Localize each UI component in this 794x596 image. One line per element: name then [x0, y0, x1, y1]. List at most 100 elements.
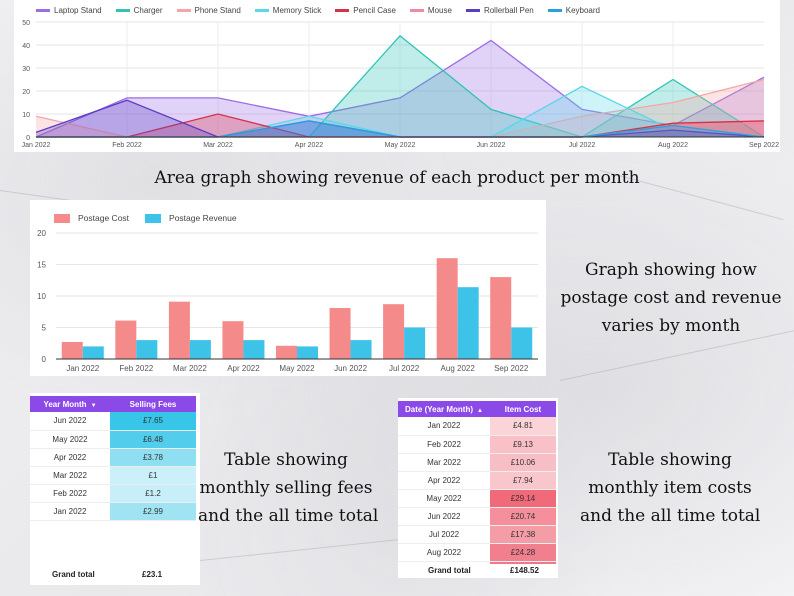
legend-item-postage-cost[interactable]: Postage Cost — [54, 213, 129, 223]
table-row[interactable]: Jan 2022 £4.81 — [398, 417, 556, 436]
legend-item-memory-stick[interactable]: Memory Stick — [254, 3, 322, 17]
table-row[interactable]: May 2022 £6.48 — [30, 430, 196, 449]
bar-postage-cost[interactable] — [61, 341, 83, 359]
table-row[interactable]: May 2022 £29.14 — [398, 489, 556, 508]
bar-postage-revenue[interactable] — [404, 327, 426, 360]
column-header-selling-fees[interactable]: Selling Fees — [110, 396, 196, 412]
bar-postage-revenue[interactable] — [82, 346, 104, 359]
y-tick-label: 15 — [37, 261, 46, 270]
bar-postage-revenue[interactable] — [136, 340, 158, 359]
column-header-year-month[interactable]: Year Month ▼ — [30, 396, 110, 412]
table-row[interactable]: Feb 2022 £1.2 — [30, 484, 196, 503]
month-cell: May 2022 — [398, 489, 490, 508]
bar-postage-cost[interactable] — [168, 301, 190, 359]
legend-swatch — [254, 8, 269, 12]
bar-postage-cost[interactable] — [490, 277, 512, 359]
table-row[interactable]: Jun 2022 £20.74 — [398, 507, 556, 526]
legend-label: Postage Revenue — [169, 213, 237, 223]
x-tick-label: Aug 2022 — [658, 142, 688, 149]
table-row[interactable]: Feb 2022 £9.13 — [398, 435, 556, 454]
table-row[interactable]: Jul 2022 £17.38 — [398, 525, 556, 544]
item-costs-table: Date (Year Month) ▲ Item Cost Jan 2022 £4.… — [398, 401, 556, 578]
month-cell: May 2022 — [30, 430, 110, 449]
legend-item-postage-revenue[interactable]: Postage Revenue — [145, 213, 237, 223]
column-header-date[interactable]: Date (Year Month) ▲ — [398, 401, 490, 417]
sort-desc-icon[interactable]: ▼ — [90, 402, 97, 409]
area-keyboard — [36, 120, 764, 137]
table-row[interactable]: Mar 2022 £10.06 — [398, 453, 556, 472]
value-cell: £1 — [110, 466, 196, 485]
area-phone-stand — [36, 79, 764, 137]
legend-label: Charger — [133, 5, 163, 15]
caption-line: Area graph showing revenue of each produ… — [154, 168, 640, 188]
month-cell: Aug 2022 — [398, 543, 490, 562]
legend-item-phone-stand[interactable]: Phone Stand — [176, 3, 241, 17]
caption-line: monthly selling fees — [199, 478, 373, 498]
legend-item-rollerball-pen[interactable]: Rollerball Pen — [465, 3, 534, 17]
caption-line: Table showing — [224, 450, 348, 470]
legend-item-pencil-case[interactable]: Pencil Case — [335, 3, 396, 17]
area-rollerball-pen — [36, 100, 764, 137]
x-tick-label: Jan 2022 — [22, 142, 51, 149]
bar-postage-cost[interactable] — [383, 304, 405, 359]
selling-fees-caption: Table showing monthly selling fees and t… — [198, 446, 378, 530]
header-label: Selling Fees — [129, 399, 177, 409]
legend-swatch — [176, 8, 191, 12]
table-row[interactable]: Jan 2022 £2.99 — [30, 502, 196, 521]
legend-item-mouse[interactable]: Mouse — [409, 3, 452, 17]
table-header-row: Year Month ▼ Selling Fees — [30, 396, 196, 412]
legend-label: Rollerball Pen — [483, 5, 534, 15]
bar-postage-cost[interactable] — [222, 321, 244, 359]
caption-line: and the all time total — [580, 506, 761, 526]
month-cell: Jun 2022 — [30, 412, 110, 431]
x-tick-label: May 2022 — [279, 364, 315, 373]
table-row[interactable]: Apr 2022 £3.78 — [30, 448, 196, 467]
bar-postage-revenue[interactable] — [457, 287, 479, 359]
value-cell: £10.06 — [490, 453, 556, 472]
value-cell: £24.28 — [490, 543, 556, 562]
sort-asc-icon[interactable]: ▲ — [477, 407, 483, 414]
legend-label: Memory Stick — [272, 5, 322, 15]
legend-swatch — [409, 8, 424, 12]
x-tick-label: Apr 2022 — [295, 142, 324, 149]
table-row[interactable]: Apr 2022 £7.94 — [398, 471, 556, 490]
postage-chart-caption: Graph showing how postage cost and reven… — [556, 256, 786, 340]
postage-chart-legend: Postage Cost Postage Revenue — [54, 213, 237, 223]
grand-total-row: Grand total £148.52 — [398, 564, 558, 578]
bar-postage-revenue[interactable] — [189, 340, 211, 359]
table-row[interactable]: Jun 2022 £7.65 — [30, 412, 196, 431]
area-mouse — [36, 123, 764, 137]
bar-postage-cost[interactable] — [276, 345, 297, 359]
y-tick-label: 0 — [42, 355, 47, 364]
table-row[interactable]: Aug 2022 £24.28 — [398, 543, 556, 562]
area-charger — [36, 35, 764, 137]
legend-item-charger[interactable]: Charger — [115, 3, 163, 17]
bar-postage-revenue[interactable] — [243, 340, 265, 359]
column-header-item-cost[interactable]: Item Cost — [490, 401, 556, 417]
caption-line: varies by month — [601, 316, 741, 336]
value-cell: £6.48 — [110, 430, 196, 449]
grand-total-label: Grand total — [52, 570, 95, 579]
legend-swatch — [36, 8, 50, 12]
legend-label: Postage Cost — [78, 213, 130, 223]
x-tick-label: Jul 2022 — [389, 364, 420, 373]
bar-postage-cost[interactable] — [115, 320, 137, 359]
bar-postage-cost[interactable] — [329, 307, 351, 359]
month-cell: Feb 2022 — [30, 484, 110, 503]
legend-swatch — [115, 8, 130, 12]
legend-item-laptop-stand[interactable]: Laptop Stand — [36, 3, 102, 17]
month-cell: Jan 2022 — [398, 417, 490, 436]
x-tick-label: Jun 2022 — [477, 142, 506, 149]
bar-postage-cost[interactable] — [436, 258, 458, 359]
y-tick-label: 30 — [22, 66, 30, 73]
table-row[interactable]: Mar 2022 £1 — [30, 466, 196, 485]
bar-postage-revenue[interactable] — [350, 340, 372, 359]
item-costs-caption: Table showing monthly item costs and the… — [580, 446, 760, 530]
bar-postage-revenue[interactable] — [297, 346, 318, 359]
month-cell: Jun 2022 — [398, 507, 490, 526]
bar-postage-revenue[interactable] — [511, 327, 533, 360]
x-tick-label: May 2022 — [385, 142, 416, 149]
caption-line: Table showing — [608, 450, 732, 470]
grand-total-value: £148.52 — [510, 566, 539, 575]
legend-item-keyboard[interactable]: Keyboard — [547, 3, 600, 17]
